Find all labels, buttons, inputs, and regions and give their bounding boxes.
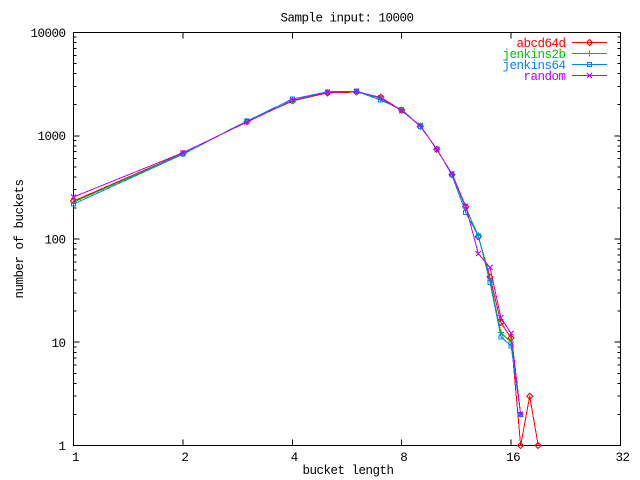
svg-text:number of buckets: number of buckets (13, 179, 27, 298)
svg-text:1: 1 (58, 440, 65, 454)
svg-text:bucket length: bucket length (302, 464, 393, 478)
svg-text:100: 100 (44, 234, 65, 248)
svg-text:8: 8 (400, 451, 407, 465)
svg-text:2: 2 (181, 451, 188, 465)
svg-text:10: 10 (51, 337, 65, 351)
svg-text:jenkins64: jenkins64 (502, 59, 565, 73)
svg-text:10000: 10000 (30, 27, 65, 41)
svg-text:1000: 1000 (37, 130, 65, 144)
svg-text:abcd64d: abcd64d (516, 37, 565, 51)
svg-text:1: 1 (72, 451, 79, 465)
svg-text:jenkins2b: jenkins2b (502, 48, 565, 62)
svg-text:32: 32 (615, 451, 629, 465)
svg-text:16: 16 (506, 451, 520, 465)
svg-text:4: 4 (291, 451, 298, 465)
svg-text:random: random (523, 70, 565, 84)
svg-text:Sample input: 10000: Sample input: 10000 (280, 12, 413, 26)
